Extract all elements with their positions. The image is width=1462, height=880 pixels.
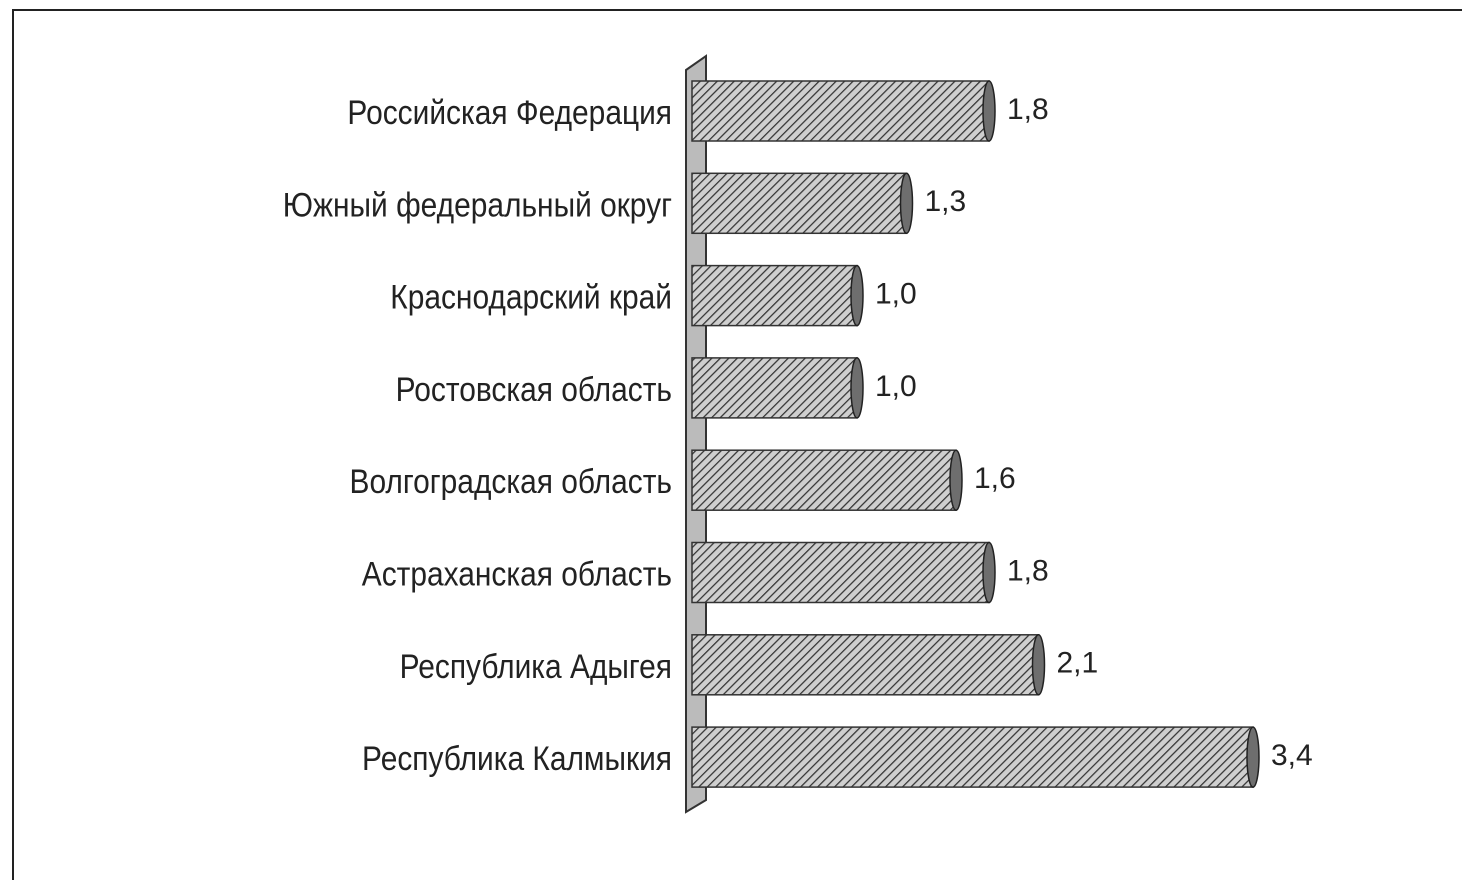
category-label: Республика Калмыкия bbox=[362, 739, 672, 777]
frame bbox=[12, 9, 1462, 880]
category-label: Астраханская область bbox=[362, 555, 672, 593]
axis-wall bbox=[685, 54, 707, 814]
value-label: 1,0 bbox=[875, 370, 917, 403]
value-label: 1,6 bbox=[974, 462, 1016, 495]
category-label: Краснодарский край bbox=[390, 278, 672, 316]
bar bbox=[691, 634, 1046, 696]
bar bbox=[691, 80, 996, 142]
value-label: 1,3 bbox=[925, 185, 967, 218]
category-label: Республика Адыгея bbox=[400, 647, 672, 685]
category-label: Российская Федерация bbox=[347, 93, 672, 131]
value-label: 1,8 bbox=[1007, 93, 1049, 126]
value-label: 1,8 bbox=[1007, 554, 1049, 587]
bar bbox=[691, 264, 864, 327]
value-label: 1,0 bbox=[875, 278, 917, 311]
category-label: Ростовская область bbox=[396, 370, 672, 408]
bar bbox=[691, 357, 864, 419]
value-label: 3,4 bbox=[1271, 739, 1313, 772]
bar bbox=[691, 726, 1260, 788]
bar bbox=[691, 541, 996, 604]
bar bbox=[691, 172, 914, 235]
bar bbox=[691, 449, 963, 511]
value-label: 2,1 bbox=[1057, 647, 1099, 680]
category-label: Волгоградская область bbox=[350, 462, 672, 500]
category-label: Южный федеральный округ bbox=[283, 185, 672, 223]
